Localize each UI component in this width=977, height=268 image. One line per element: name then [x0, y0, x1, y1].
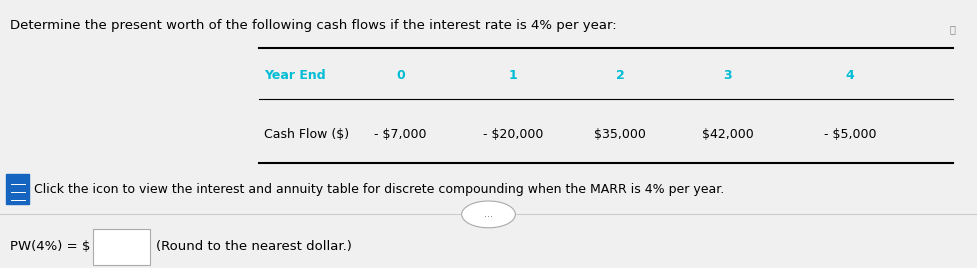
Text: $35,000: $35,000 [594, 128, 647, 140]
Text: ⧉: ⧉ [950, 24, 956, 34]
Text: 2: 2 [616, 69, 624, 81]
Text: 3: 3 [724, 69, 732, 81]
FancyBboxPatch shape [6, 174, 29, 204]
FancyBboxPatch shape [93, 229, 150, 265]
Text: 1: 1 [509, 69, 517, 81]
Ellipse shape [461, 201, 516, 228]
Text: Determine the present worth of the following cash flows if the interest rate is : Determine the present worth of the follo… [10, 19, 616, 32]
Text: (Round to the nearest dollar.): (Round to the nearest dollar.) [156, 240, 352, 253]
Text: Click the icon to view the interest and annuity table for discrete compounding w: Click the icon to view the interest and … [34, 183, 724, 196]
Text: $42,000: $42,000 [702, 128, 753, 140]
Text: Cash Flow ($): Cash Flow ($) [264, 128, 349, 140]
Text: 0: 0 [397, 69, 404, 81]
Text: 4: 4 [846, 69, 854, 81]
Text: PW(4%) = $: PW(4%) = $ [10, 240, 90, 253]
Text: Year End: Year End [264, 69, 325, 81]
Text: - $5,000: - $5,000 [824, 128, 876, 140]
Text: - $7,000: - $7,000 [374, 128, 427, 140]
Text: …: … [484, 210, 493, 219]
Text: - $20,000: - $20,000 [483, 128, 543, 140]
